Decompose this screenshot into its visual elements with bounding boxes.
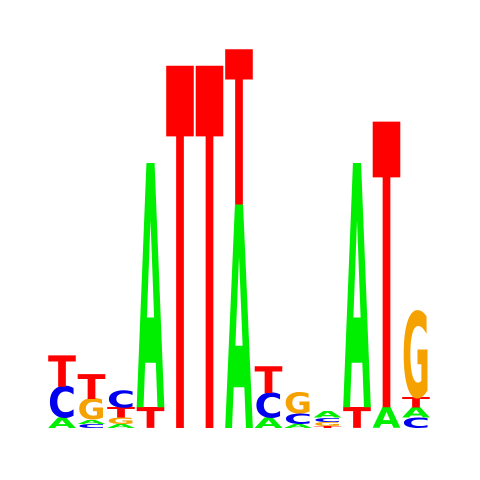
logo-letter-c: C <box>78 423 106 429</box>
logo-letter-a: A <box>284 423 312 430</box>
logo-letter-a: A <box>402 405 431 422</box>
logo-letter-c: C <box>254 386 282 427</box>
logo-letter-c: C <box>314 417 342 423</box>
logo-letter-t: T <box>195 0 223 480</box>
logo-letter-t: T <box>225 9 253 256</box>
logo-letter-a: A <box>136 98 164 480</box>
logo-letter-a: A <box>107 423 135 430</box>
logo-letter-a: A <box>78 419 106 426</box>
logo-letter-a: A <box>372 402 400 435</box>
logo-letter-t: T <box>48 347 76 397</box>
logo-letter-c: C <box>402 415 430 432</box>
logo-letter-t: T <box>136 402 164 435</box>
logo-letter-g: G <box>402 290 430 426</box>
logo-letter-g: G <box>107 416 135 426</box>
logo-letter-t: T <box>107 405 135 422</box>
logo-letter-a: A <box>343 98 371 480</box>
logo-letter-c: C <box>48 378 76 429</box>
logo-letter-g: G <box>284 388 312 421</box>
logo-letter-a: A <box>255 415 284 432</box>
logo-letter-t: T <box>77 367 105 407</box>
logo-letter-t: T <box>343 402 371 435</box>
logo-letter-g: G <box>314 421 342 428</box>
logo-letter-t: T <box>402 394 430 411</box>
logo-letter-a: A <box>314 410 343 420</box>
logo-letter-a: A <box>225 144 253 480</box>
logo-letter-t: T <box>313 425 341 428</box>
logo-letter-c: C <box>107 387 135 413</box>
logo-letter-t: T <box>166 0 194 480</box>
logo-letter-t: T <box>372 43 400 480</box>
logo-letter-g: G <box>78 394 106 427</box>
logo-letter-t: T <box>254 360 282 403</box>
logo-letter-a: A <box>48 415 77 432</box>
logo-letter-c: C <box>284 411 312 428</box>
